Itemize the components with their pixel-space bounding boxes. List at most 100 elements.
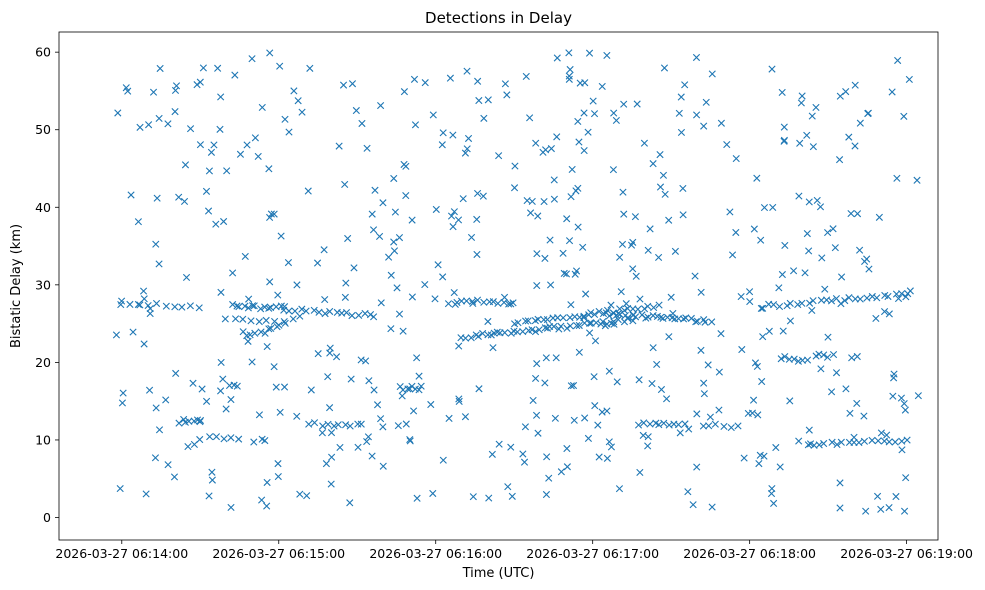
detection-marker <box>624 313 632 322</box>
detection-marker <box>140 340 148 348</box>
detection-marker <box>274 460 282 468</box>
detection-marker <box>298 305 306 313</box>
detection-marker <box>254 152 262 161</box>
detection-marker <box>786 299 794 307</box>
detection-marker <box>644 313 652 321</box>
detection-marker <box>244 304 252 312</box>
detection-marker <box>255 318 263 326</box>
detection-marker <box>127 191 135 199</box>
detection-marker <box>485 494 493 502</box>
detection-marker <box>632 272 640 280</box>
detection-marker <box>263 502 271 510</box>
detection-marker <box>567 382 575 390</box>
detection-marker <box>837 438 845 446</box>
detection-marker <box>152 240 160 248</box>
detection-marker <box>813 196 821 204</box>
detection-marker <box>321 310 329 318</box>
detection-marker <box>439 273 447 281</box>
detection-marker <box>646 225 654 233</box>
detection-marker <box>877 429 885 437</box>
detection-marker <box>489 298 497 306</box>
detection-marker <box>210 141 218 149</box>
detection-marker <box>753 174 761 182</box>
detection-marker <box>681 81 689 89</box>
detection-marker <box>459 195 467 203</box>
detection-marker <box>751 359 760 367</box>
detection-marker <box>244 337 252 345</box>
detection-marker <box>794 357 802 365</box>
detection-marker <box>580 109 588 117</box>
detection-marker <box>636 468 644 476</box>
detection-marker <box>339 81 348 89</box>
detection-marker <box>836 504 844 512</box>
detection-marker <box>387 325 395 333</box>
detection-marker <box>864 109 872 117</box>
detection-marker <box>842 88 850 96</box>
detection-marker <box>151 454 160 462</box>
detection-marker <box>533 360 541 368</box>
detection-marker <box>402 191 410 200</box>
detection-marker <box>390 247 399 255</box>
detection-marker <box>439 129 447 137</box>
detection-marker <box>594 421 602 429</box>
detection-marker <box>455 342 463 350</box>
detection-marker <box>616 253 624 261</box>
detection-marker <box>629 317 637 325</box>
detection-marker <box>605 438 613 446</box>
detection-marker <box>590 110 599 118</box>
detection-marker <box>831 244 839 252</box>
detection-marker <box>585 329 594 337</box>
detection-marker <box>519 327 527 336</box>
detection-marker <box>484 96 492 104</box>
detection-marker <box>836 479 844 487</box>
detection-marker <box>116 485 124 493</box>
detection-marker <box>222 405 230 413</box>
detection-marker <box>661 190 669 198</box>
detection-marker <box>827 297 836 305</box>
detection-marker <box>884 292 892 301</box>
detection-marker <box>885 310 893 318</box>
detection-marker <box>679 211 687 219</box>
detection-marker <box>726 208 734 216</box>
detection-marker <box>354 443 362 451</box>
detection-marker <box>332 353 341 361</box>
detection-marker <box>644 302 652 310</box>
detection-marker <box>615 485 624 493</box>
detection-marker <box>285 307 293 315</box>
detection-marker <box>786 397 794 405</box>
detection-marker <box>217 288 225 296</box>
detection-marker <box>532 139 540 147</box>
detection-marker <box>676 429 684 437</box>
detection-marker <box>691 272 699 280</box>
detection-marker <box>717 119 725 127</box>
detection-marker <box>818 254 826 262</box>
detection-marker <box>180 197 189 206</box>
detection-marker <box>202 397 211 405</box>
detection-marker <box>303 492 311 500</box>
detection-marker <box>618 240 627 248</box>
detection-marker <box>377 299 385 307</box>
detection-marker <box>276 408 284 416</box>
detection-marker <box>270 210 278 218</box>
detection-marker <box>352 106 360 115</box>
detection-marker <box>281 115 289 123</box>
detection-marker <box>427 400 435 409</box>
detection-marker <box>276 62 284 70</box>
detection-marker <box>801 269 809 277</box>
detection-marker <box>454 216 463 224</box>
detection-marker <box>580 313 588 322</box>
detection-marker <box>377 101 385 110</box>
detection-marker <box>326 344 334 352</box>
detection-marker <box>880 307 889 316</box>
detection-marker <box>803 230 811 238</box>
detection-marker <box>231 71 239 79</box>
detection-marker <box>659 171 668 179</box>
detection-marker <box>640 139 649 147</box>
detection-marker <box>298 108 306 116</box>
detection-marker <box>865 265 873 273</box>
detection-marker <box>833 440 841 449</box>
detection-marker <box>207 148 216 156</box>
detection-marker <box>246 331 254 339</box>
detection-marker <box>627 241 636 249</box>
detection-marker <box>342 279 350 287</box>
